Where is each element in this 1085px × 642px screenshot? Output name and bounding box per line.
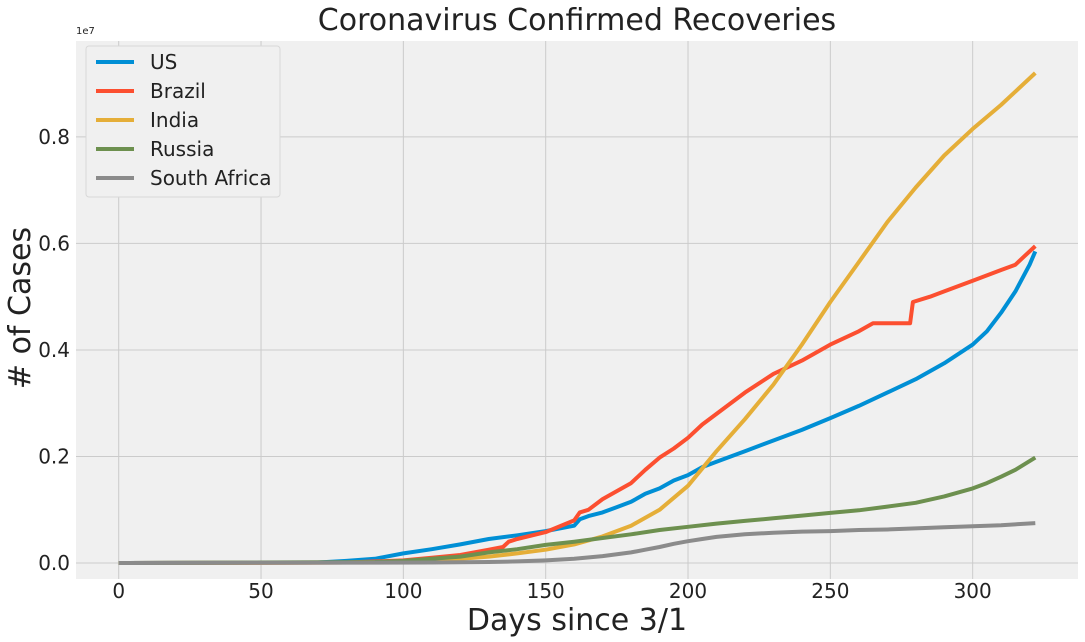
legend: US Brazil India Russia South Africa [85,45,281,198]
y-axis-offset-label: 1e7 [76,26,95,37]
legend-items: US Brazil India Russia South Africa [96,50,272,190]
y-tick-label: 0.0 [38,551,70,575]
chart-title: Coronavirus Confirmed Recoveries [318,3,836,38]
legend-frame [85,45,281,198]
series-lines [118,71,1038,565]
x-axis-label: Days since 3/1 [467,603,687,638]
x-tick-label: 0 [112,579,125,603]
x-tick-label: 150 [527,579,565,603]
legend-label-brazil: Brazil [150,79,206,103]
series-line-india [118,71,1037,565]
legend-label-us: US [150,50,177,74]
legend-label-india: India [150,108,199,132]
x-axis-ticks: 0 50 100 150 200 250 300 [112,579,991,603]
series-line-south-africa [118,521,1036,565]
series-line-brazil [118,244,1037,565]
x-tick-label: 250 [811,579,849,603]
x-tick-label: 300 [954,579,992,603]
y-tick-label: 0.6 [38,231,70,255]
y-axis-label: # of Cases [3,227,38,389]
x-tick-label: 100 [384,579,422,603]
legend-label-russia: Russia [150,137,214,161]
series-line-us [118,250,1038,565]
y-tick-label: 0.4 [38,338,70,362]
y-tick-label: 0.8 [38,125,70,149]
x-tick-label: 200 [669,579,707,603]
x-tick-label: 50 [248,579,273,603]
legend-label-south-africa: South Africa [150,166,272,190]
y-tick-label: 0.2 [38,444,70,468]
series-line-russia [118,455,1037,565]
y-axis-ticks: 0.0 0.2 0.4 0.6 0.8 [38,125,70,575]
